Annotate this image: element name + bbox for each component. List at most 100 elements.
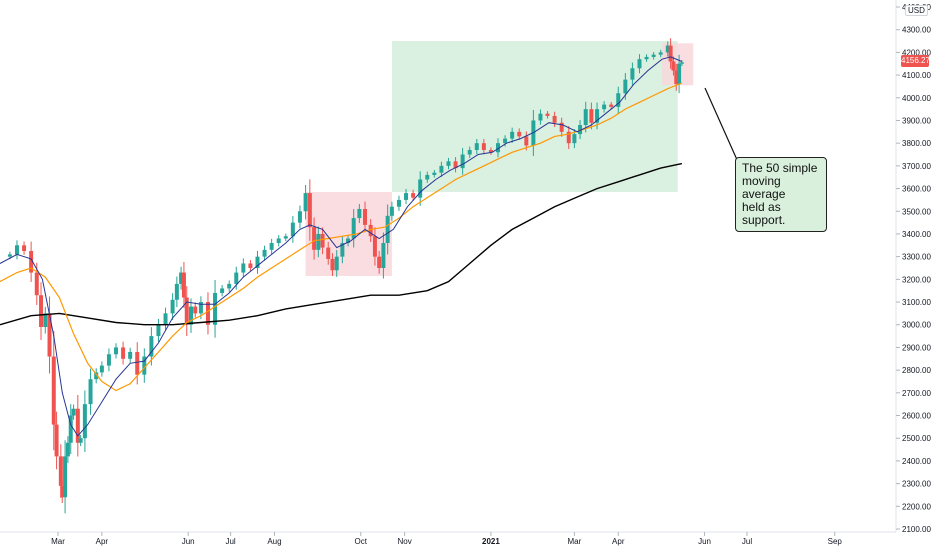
y-tick-label: 3300.00 [902,253,931,262]
y-tick-label: 2800.00 [902,366,931,375]
x-tick-label: Aug [267,537,281,546]
y-tick-label: 2300.00 [902,480,931,489]
candle-body [39,295,44,328]
candle-body [372,236,377,257]
x-axis-ticks: Mar Apr Jun Jul Aug Oct Nov 2021 Mar Apr Jun Jul Sep [51,532,842,546]
candle-body [566,131,571,144]
candle-body [351,218,356,239]
candle-body [174,283,179,300]
candle-body [377,256,382,268]
candle-body [496,143,501,153]
candle-body [679,62,684,64]
x-tick-label: Nov [398,537,412,546]
candle-body [303,193,308,212]
candle-body [418,179,423,198]
x-tick-label: Jun [182,537,195,546]
candle-body [524,136,529,146]
zone-1 [391,41,678,192]
x-tick-label: Oct [355,537,368,546]
x-tick-label: Apr [96,537,109,546]
candle-body [135,351,140,375]
y-tick-label: 4200.00 [902,48,931,57]
candle-body [517,131,522,137]
candle-body [60,485,65,498]
candle-body [14,245,19,255]
y-tick-label: 3000.00 [902,321,931,330]
candle-body [644,56,649,60]
x-tick-label: Apr [612,537,625,546]
ma-200-line [0,162,683,326]
x-tick-label: Mar [51,537,65,546]
candle-body [658,52,663,55]
last-price-tag: 4156.27 [901,55,930,67]
candle-body [163,313,168,325]
candle-body [340,243,345,257]
candle-body [460,154,465,169]
candle-body [255,256,260,268]
y-axis-ticks: 2100.00 2200.00 2300.00 2400.00 2500.00 2600.… [896,3,931,534]
candle-body [538,113,543,121]
candle-body [58,456,63,486]
candle-body [22,245,27,251]
candle-body [234,272,239,284]
candle-body [595,109,600,123]
candle-body [651,54,656,57]
candle-body [43,313,48,328]
candle-body [357,208,362,219]
candle-body [51,356,56,425]
x-tick-label: 2021 [482,537,500,546]
y-tick-label: 3200.00 [902,275,931,284]
candle-body [334,256,339,271]
x-tick-label: Sep [828,537,843,546]
y-tick-label: 2600.00 [902,412,931,421]
candle-body [106,354,111,366]
candle-body [205,302,210,325]
candle-body [425,174,430,180]
y-tick-label: 3400.00 [902,230,931,239]
annotation-line-3: held as support. [742,200,786,227]
y-tick-label: 2500.00 [902,434,931,443]
candle-body [674,70,679,85]
candle-body [578,125,583,135]
currency-label[interactable]: USD [905,5,928,16]
candle-body [665,45,670,53]
y-tick-label: 4300.00 [902,26,931,35]
candle-body [128,351,133,359]
y-tick-label: 3600.00 [902,185,931,194]
candle-body [283,236,288,239]
candle-body [671,61,676,71]
candle-body [503,138,508,144]
candle-body [94,372,99,380]
candle-body [481,143,486,150]
candle-body [184,297,189,325]
candle-body [188,306,193,325]
candle-body [276,238,281,244]
candle-body [47,313,52,357]
annotation-callout[interactable]: The 50 simple moving average held as sup… [735,157,827,232]
candle-body [637,59,642,69]
y-tick-label: 3700.00 [902,162,931,171]
candle-body [326,247,331,259]
ma-fast-line [0,56,683,437]
candle-body [34,272,39,296]
candle-body [385,215,390,244]
candle-body [198,302,203,314]
candle-body [389,206,394,216]
candle-body [63,456,68,498]
candle-body [630,68,635,80]
candle-body [396,199,401,207]
candle-body [510,131,515,139]
candle-body [467,149,472,155]
candle-body [75,408,80,443]
candle-body [99,365,104,373]
candle-body [312,227,317,250]
ma-50-line [0,82,683,392]
candle-body [7,254,12,257]
candle-body [248,263,253,268]
candle-body [668,45,673,62]
candle-body [68,415,73,443]
candle-body [330,258,335,271]
candle-body [88,379,93,405]
annotation-line-1: The 50 simple [742,161,818,175]
